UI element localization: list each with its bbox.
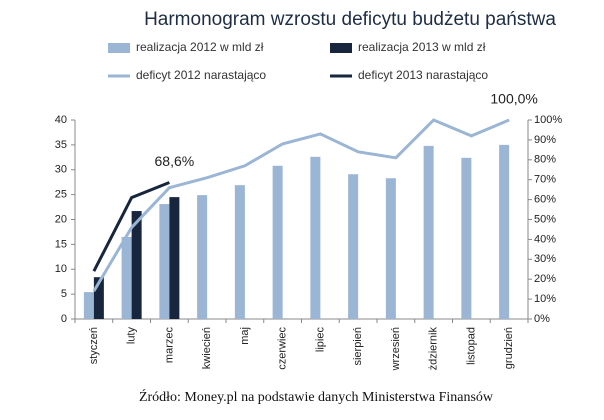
y-tick-label: 20 [55,213,67,225]
line [92,181,170,272]
legend-label: deficyt 2013 narastająco [358,68,488,82]
x-tick-label: wrzesień [390,327,402,371]
x-tick-label: grudzień [503,327,515,369]
bar [234,185,245,319]
y2-tick-label: 10% [534,293,556,305]
chart-title: Harmonogram wzrostu deficytu budżetu pań… [144,9,556,30]
bar [272,165,283,319]
bar [310,156,321,319]
y2-tick-label: 50% [534,213,556,225]
y2-tick-label: 70% [534,174,556,186]
bar [385,178,396,319]
x-tick-label: marzec [163,327,175,364]
x-tick-label: luty [126,327,138,345]
annotation: 68,6% [155,153,195,169]
bar [461,157,472,319]
bar [197,195,208,319]
bar [83,292,94,319]
x-tick-label: sierpień [352,327,364,366]
bar [131,211,142,319]
y-tick-label: 40 [55,114,67,126]
y2-tick-label: 0% [534,313,550,325]
annotation: 100,0% [490,91,537,107]
source: Źródło: Money.pl na podstawie danych Min… [139,388,494,405]
bar [348,174,359,319]
y-tick-label: 35 [55,139,67,151]
bar [423,145,434,319]
x-tick-label: kwiecień [201,327,213,369]
y2-tick-label: 20% [534,273,556,285]
line [92,118,510,292]
x-tick-label: żdziernik [428,327,440,371]
x-tick-label: styczeń [88,327,100,364]
y-tick-label: 10 [55,263,67,275]
bar [169,197,180,319]
legend-swatch [330,43,352,53]
bar [121,236,132,319]
y2-tick-label: 90% [534,134,556,146]
legend-label: realizacja 2013 w mld zł [358,40,486,54]
y-tick-label: 25 [55,189,67,201]
y-tick-label: 0 [61,313,67,325]
x-tick-label: lipiec [314,327,326,353]
x-tick-label: listopad [465,327,477,365]
y2-tick-label: 40% [534,233,556,245]
legend-label: deficyt 2012 narastająco [136,68,266,82]
y2-tick-label: 80% [534,154,556,166]
y2-tick-label: 100% [534,114,562,126]
y2-tick-label: 30% [534,253,556,265]
legend-label: realizacja 2012 w mld zł [136,40,264,54]
y2-tick-label: 60% [534,194,556,206]
y-tick-label: 30 [55,164,67,176]
bar [159,204,170,319]
y-tick-label: 5 [61,288,67,300]
bar [93,277,104,319]
legend-swatch [108,43,130,53]
x-tick-label: czerwiec [277,327,289,370]
y-tick-label: 15 [55,238,67,250]
bar [499,144,510,319]
x-tick-label: maj [239,327,251,345]
